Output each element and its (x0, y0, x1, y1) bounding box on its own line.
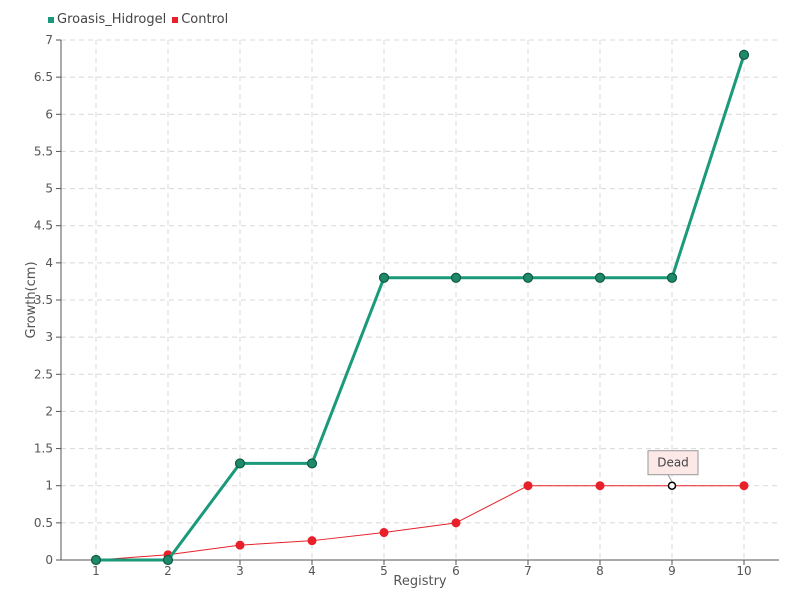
y-tick-label: 2 (45, 404, 53, 418)
x-tick-label: 10 (736, 564, 751, 578)
data-point-groasis-hidrogel[interactable] (378, 272, 390, 283)
data-point-control[interactable] (379, 528, 389, 538)
y-tick-label: 5 (45, 182, 53, 196)
y-tick-label: 3 (45, 330, 53, 344)
legend-item-control[interactable]: Control (172, 12, 228, 27)
x-tick-label: 4 (308, 564, 316, 578)
y-tick-label: 1.5 (34, 442, 53, 456)
data-point-control[interactable] (595, 481, 605, 491)
y-axis-title: Growth(cm) (24, 261, 39, 338)
x-tick-label: 3 (236, 564, 244, 578)
annotation-box (647, 450, 699, 476)
annotation-pointer (667, 474, 673, 482)
y-tick-label: 5.5 (34, 144, 53, 158)
data-point-groasis-hidrogel[interactable] (90, 554, 102, 566)
legend-label-groasis-hidrogel: Groasis_Hidrogel (57, 12, 167, 27)
legend-swatch-groasis-hidrogel (48, 16, 54, 23)
y-tick-label: 7 (45, 33, 53, 47)
data-point-groasis-hidrogel[interactable] (522, 272, 534, 283)
y-tick-label: 4.5 (34, 219, 53, 233)
data-point-groasis-hidrogel[interactable] (594, 272, 606, 283)
data-point-groasis-hidrogel[interactable] (738, 49, 750, 60)
data-point-control[interactable] (523, 481, 533, 491)
data-point-groasis-hidrogel[interactable] (234, 458, 246, 469)
data-point-groasis-hidrogel[interactable] (450, 272, 462, 283)
data-point-control[interactable] (739, 481, 749, 491)
data-point-groasis-hidrogel[interactable] (162, 554, 174, 566)
x-tick-label: 2 (164, 564, 172, 578)
chart-legend: Groasis_Hidrogel Control (48, 12, 234, 27)
y-tick-label: 6 (45, 107, 53, 121)
y-tick-label: 0 (45, 553, 53, 567)
y-tick-label: 4 (45, 256, 53, 270)
series-line-groasis-hidrogel (96, 54, 746, 562)
data-point-groasis-hidrogel[interactable] (306, 458, 318, 469)
x-tick-label: 9 (668, 564, 676, 578)
data-point-control[interactable] (235, 540, 245, 550)
x-tick-label: 5 (380, 564, 388, 578)
y-tick-label: 3.5 (34, 293, 53, 307)
data-point-control[interactable] (451, 518, 461, 528)
data-point-groasis-hidrogel[interactable] (666, 272, 678, 283)
x-tick-label: 1 (92, 564, 100, 578)
y-tick-label: 0.5 (34, 516, 53, 530)
x-tick-label: 6 (452, 564, 460, 578)
x-tick-label: 8 (596, 564, 604, 578)
legend-label-control: Control (181, 12, 229, 27)
series-line-control (95, 485, 744, 561)
data-point-control-highlighted[interactable] (667, 481, 677, 490)
y-tick-label: 6.5 (34, 70, 53, 84)
legend-item-groasis-hidrogel[interactable]: Groasis_Hidrogel (48, 12, 166, 27)
y-tick-label: 2.5 (34, 367, 53, 381)
legend-swatch-control (172, 16, 179, 23)
x-tick-label: 7 (524, 564, 532, 578)
y-tick-label: 1 (45, 479, 53, 493)
annotation-label: Dead (657, 456, 689, 470)
x-axis-title: Registry (393, 574, 447, 589)
data-point-control[interactable] (307, 536, 317, 546)
